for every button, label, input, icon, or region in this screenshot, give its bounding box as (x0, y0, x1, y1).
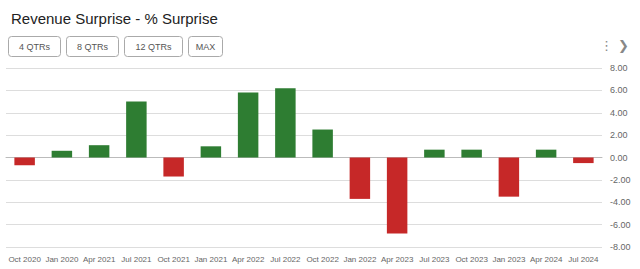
svg-text:0.00: 0.00 (610, 153, 628, 163)
svg-text:Jul 2024: Jul 2024 (568, 255, 599, 264)
svg-text:Apr 2021: Apr 2021 (83, 255, 116, 264)
svg-text:Apr 2023: Apr 2023 (381, 255, 414, 264)
svg-text:Jul 2021: Jul 2021 (121, 255, 152, 264)
svg-text:4.00: 4.00 (610, 108, 628, 118)
svg-text:Oct 2020: Oct 2020 (8, 255, 41, 264)
svg-text:8.00: 8.00 (610, 63, 628, 73)
svg-text:4 QTRs: 4 QTRs (19, 42, 51, 52)
svg-text:-8.00: -8.00 (610, 242, 631, 252)
svg-text:8 QTRs: 8 QTRs (77, 42, 109, 52)
svg-text:-4.00: -4.00 (610, 197, 631, 207)
svg-text:MAX: MAX (196, 42, 216, 52)
svg-text:Oct 2023: Oct 2023 (455, 255, 488, 264)
svg-text:2.00: 2.00 (610, 130, 628, 140)
svg-text:Apr 2022: Apr 2022 (232, 255, 265, 264)
svg-text:Oct 2022: Oct 2022 (306, 255, 339, 264)
svg-text:12 QTRs: 12 QTRs (135, 42, 172, 52)
svg-text:Jan 2021: Jan 2021 (194, 255, 227, 264)
svg-text:Oct 2021: Oct 2021 (157, 255, 190, 264)
svg-text:Jan 2022: Jan 2022 (343, 255, 376, 264)
svg-text:-2.00: -2.00 (610, 175, 631, 185)
svg-text:-6.00: -6.00 (610, 220, 631, 230)
svg-text:Jan 2023: Jan 2023 (492, 255, 525, 264)
svg-text:Jul 2022: Jul 2022 (270, 255, 301, 264)
svg-text:Jul 2023: Jul 2023 (419, 255, 450, 264)
svg-text:Jan 2020: Jan 2020 (45, 255, 78, 264)
svg-text:❯: ❯ (618, 38, 629, 54)
svg-text:Revenue Surprise - % Surprise: Revenue Surprise - % Surprise (11, 10, 218, 27)
svg-text:⋮: ⋮ (600, 38, 613, 53)
svg-text:6.00: 6.00 (610, 85, 628, 95)
svg-text:Apr 2024: Apr 2024 (530, 255, 563, 264)
